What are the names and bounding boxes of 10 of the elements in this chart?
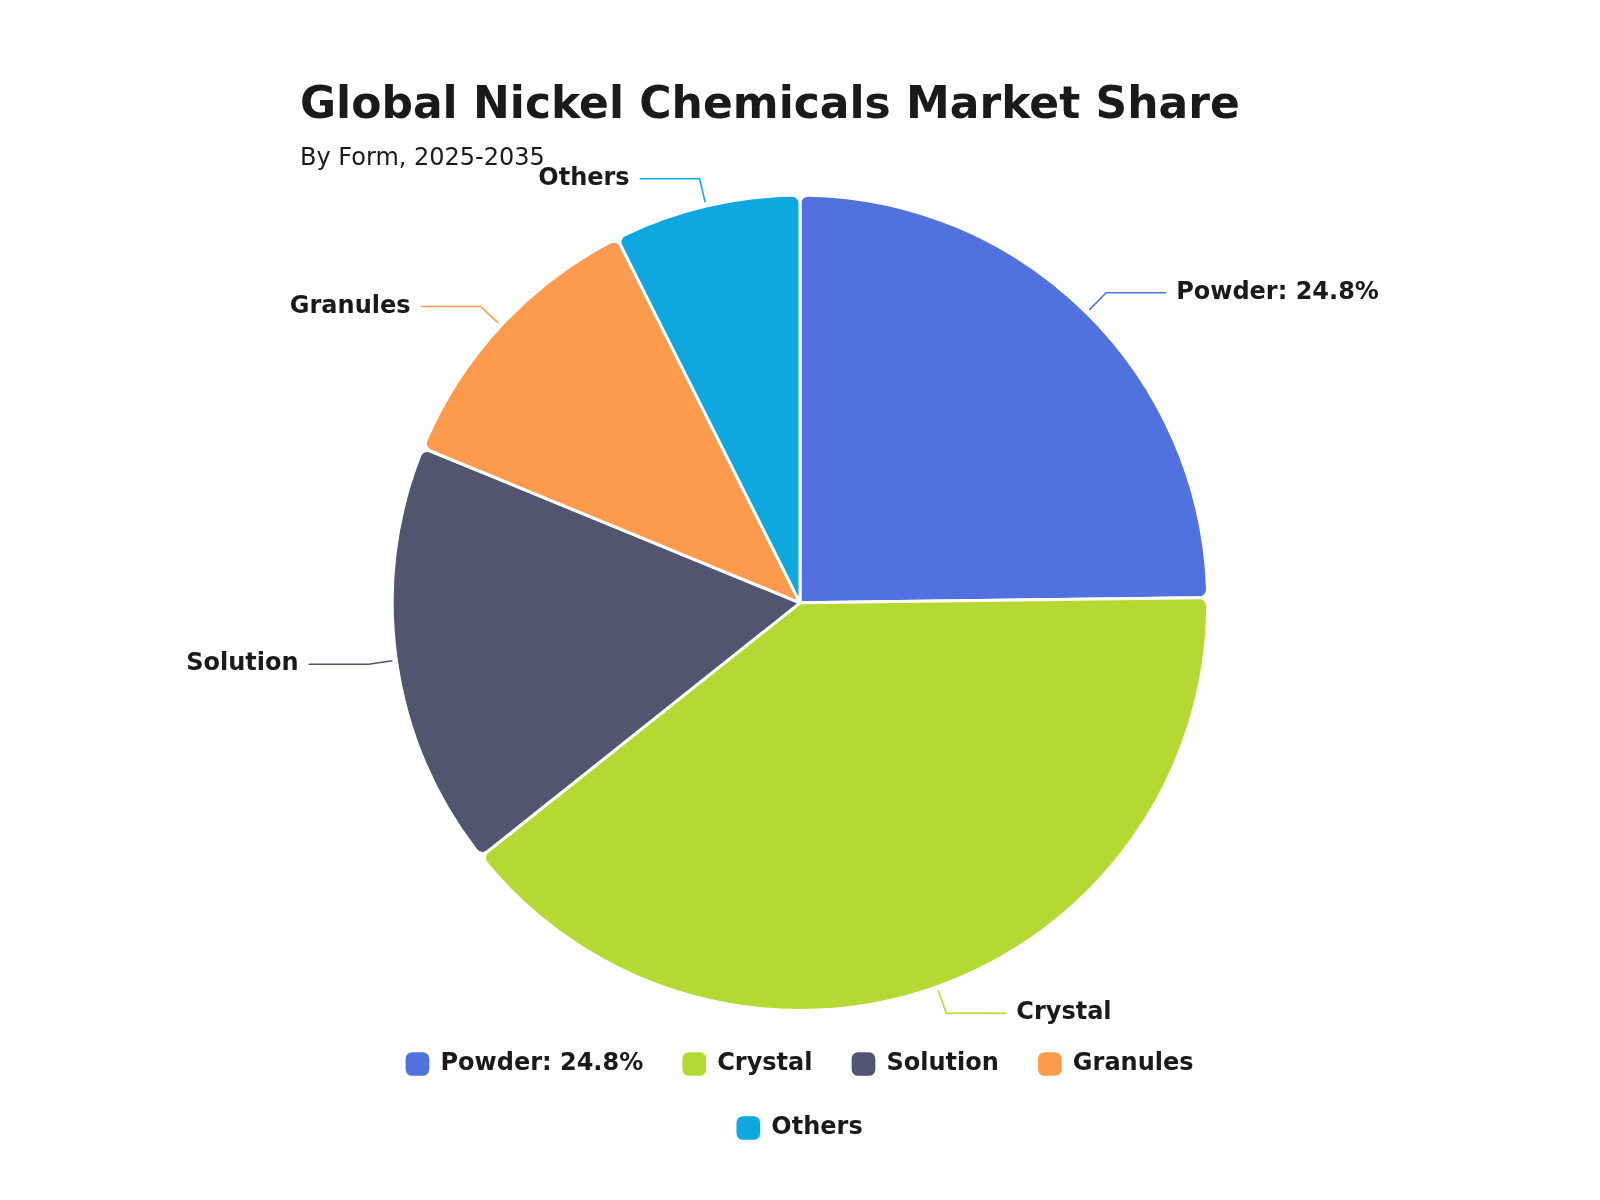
slice-label: Powder: 24.8%	[1176, 277, 1379, 306]
legend-label: Others	[771, 1112, 863, 1141]
legend-label: Crystal	[717, 1048, 813, 1077]
legend-label: Solution	[886, 1048, 999, 1077]
slice-label: Crystal	[1016, 997, 1112, 1026]
chart-title: Global Nickel Chemicals Market Share	[300, 76, 1240, 128]
slice-label: Granules	[289, 290, 411, 319]
legend-label: Granules	[1072, 1048, 1194, 1077]
slice-label: Solution	[186, 648, 299, 677]
legend-label: Powder: 24.8%	[440, 1048, 644, 1077]
